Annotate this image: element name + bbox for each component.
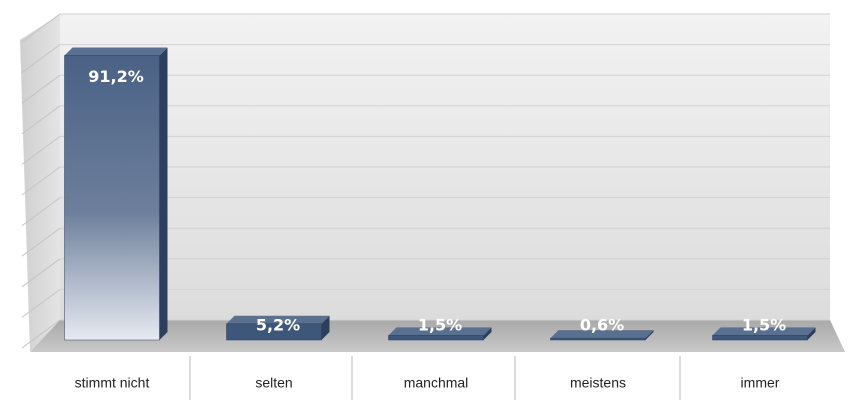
side-grid-line (21, 135, 61, 165)
bar-side (483, 327, 492, 340)
side-grid-line (21, 44, 61, 74)
side-grid-line (21, 74, 61, 104)
bar (550, 330, 654, 341)
side-wall (20, 14, 60, 352)
bar-top (64, 47, 168, 56)
bar (226, 315, 330, 341)
side-grid-line (21, 227, 61, 257)
value-label: 0,6% (580, 316, 624, 335)
bar-top (226, 315, 330, 324)
bars: 91,2% 5,2% 1,5% 0,6% 1,5% (64, 47, 816, 341)
x-tick-label: selten (255, 375, 292, 391)
side-grid-line (21, 197, 61, 227)
bar-side (645, 330, 654, 340)
bar (388, 327, 492, 341)
bar-side (807, 327, 816, 340)
value-label: 1,5% (418, 316, 462, 335)
category-dividers (189, 356, 681, 400)
bar-front (712, 335, 808, 341)
side-grid-line (21, 105, 61, 135)
side-grid-line (21, 288, 61, 318)
x-tick-label: manchmal (404, 375, 469, 391)
bar-front (226, 323, 322, 341)
bar-front (550, 337, 646, 341)
bar-top (550, 330, 654, 339)
bar-side (321, 315, 330, 340)
grid (21, 13, 830, 349)
side-grid-line (21, 258, 61, 288)
bar-front (388, 335, 484, 341)
value-label: 5,2% (256, 316, 300, 335)
bar-front (64, 55, 160, 341)
value-label: 91,2% (88, 67, 144, 86)
bar (64, 47, 168, 341)
x-tick-label: stimmt nicht (75, 375, 150, 391)
side-grid-line (21, 319, 61, 349)
value-label: 1,5% (742, 316, 786, 335)
bar-top (712, 327, 816, 336)
x-tick-label: immer (741, 375, 780, 391)
bar (712, 327, 816, 341)
bar-side (159, 47, 168, 341)
side-grid-line (21, 166, 61, 196)
side-grid-line (21, 13, 61, 43)
x-tick-label: meistens (570, 375, 626, 391)
bar-top (388, 327, 492, 336)
